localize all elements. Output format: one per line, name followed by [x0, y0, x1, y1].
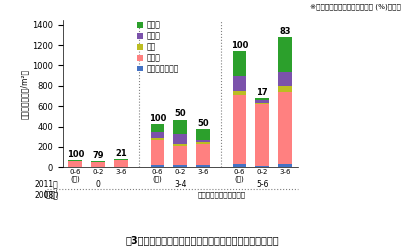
Text: 100: 100: [149, 114, 166, 123]
Bar: [173, 165, 187, 167]
Bar: [196, 144, 210, 166]
Legend: ヒエ簾, シロザ, ヒユ, タデ簾, 帰化アサガオ簾: ヒエ簾, シロザ, ヒユ, タデ簾, 帰化アサガオ簾: [137, 21, 179, 73]
Bar: [151, 124, 164, 132]
Bar: [256, 98, 269, 100]
Text: ※グラフ中の数値は團場数割合 (%)を示す: ※グラフ中の数値は團場数割合 (%)を示す: [310, 4, 401, 10]
Bar: [91, 161, 105, 162]
Text: 100: 100: [231, 41, 248, 50]
Bar: [114, 160, 128, 167]
Text: 5-6: 5-6: [256, 180, 269, 189]
Text: 図3　発生程度と埋土種子量との関係　（茨城県筑西市）: 図3 発生程度と埋土種子量との関係 （茨城県筑西市）: [126, 235, 279, 245]
Bar: [173, 120, 187, 134]
Text: 83: 83: [279, 27, 291, 36]
Bar: [256, 100, 269, 103]
Bar: [233, 164, 246, 167]
Bar: [233, 51, 246, 76]
Text: 3-4: 3-4: [174, 180, 186, 189]
Bar: [151, 165, 164, 167]
Bar: [173, 134, 187, 144]
Text: (前歴): (前歴): [43, 190, 59, 199]
Y-axis label: 埋土種子量（粒/m²）: 埋土種子量（粒/m²）: [20, 68, 29, 119]
Bar: [196, 142, 210, 144]
Bar: [196, 140, 210, 142]
Bar: [151, 140, 164, 165]
Bar: [173, 144, 187, 146]
Bar: [68, 161, 82, 167]
Bar: [91, 162, 105, 167]
Text: 50: 50: [175, 109, 186, 118]
Text: 100: 100: [67, 150, 84, 159]
Text: 2008年: 2008年: [35, 190, 59, 199]
Bar: [233, 92, 246, 95]
Text: 0: 0: [96, 180, 100, 189]
Bar: [278, 86, 292, 92]
Bar: [151, 132, 164, 138]
Text: 21: 21: [115, 149, 127, 158]
Bar: [256, 104, 269, 166]
Text: 17: 17: [256, 88, 268, 97]
Bar: [278, 92, 292, 164]
Bar: [278, 164, 292, 167]
Text: 2011年: 2011年: [35, 179, 59, 188]
Bar: [151, 138, 164, 140]
Bar: [256, 103, 269, 104]
Text: 79: 79: [92, 151, 104, 160]
Text: 50: 50: [197, 119, 209, 128]
Bar: [68, 160, 82, 161]
Bar: [278, 72, 292, 86]
Bar: [233, 76, 246, 92]
Bar: [114, 159, 128, 160]
Text: 発生程度（評価ランク）: 発生程度（評価ランク）: [197, 192, 245, 198]
Bar: [173, 146, 187, 165]
Bar: [196, 129, 210, 140]
Bar: [256, 166, 269, 167]
Bar: [233, 95, 246, 164]
Bar: [278, 37, 292, 72]
Bar: [196, 166, 210, 167]
